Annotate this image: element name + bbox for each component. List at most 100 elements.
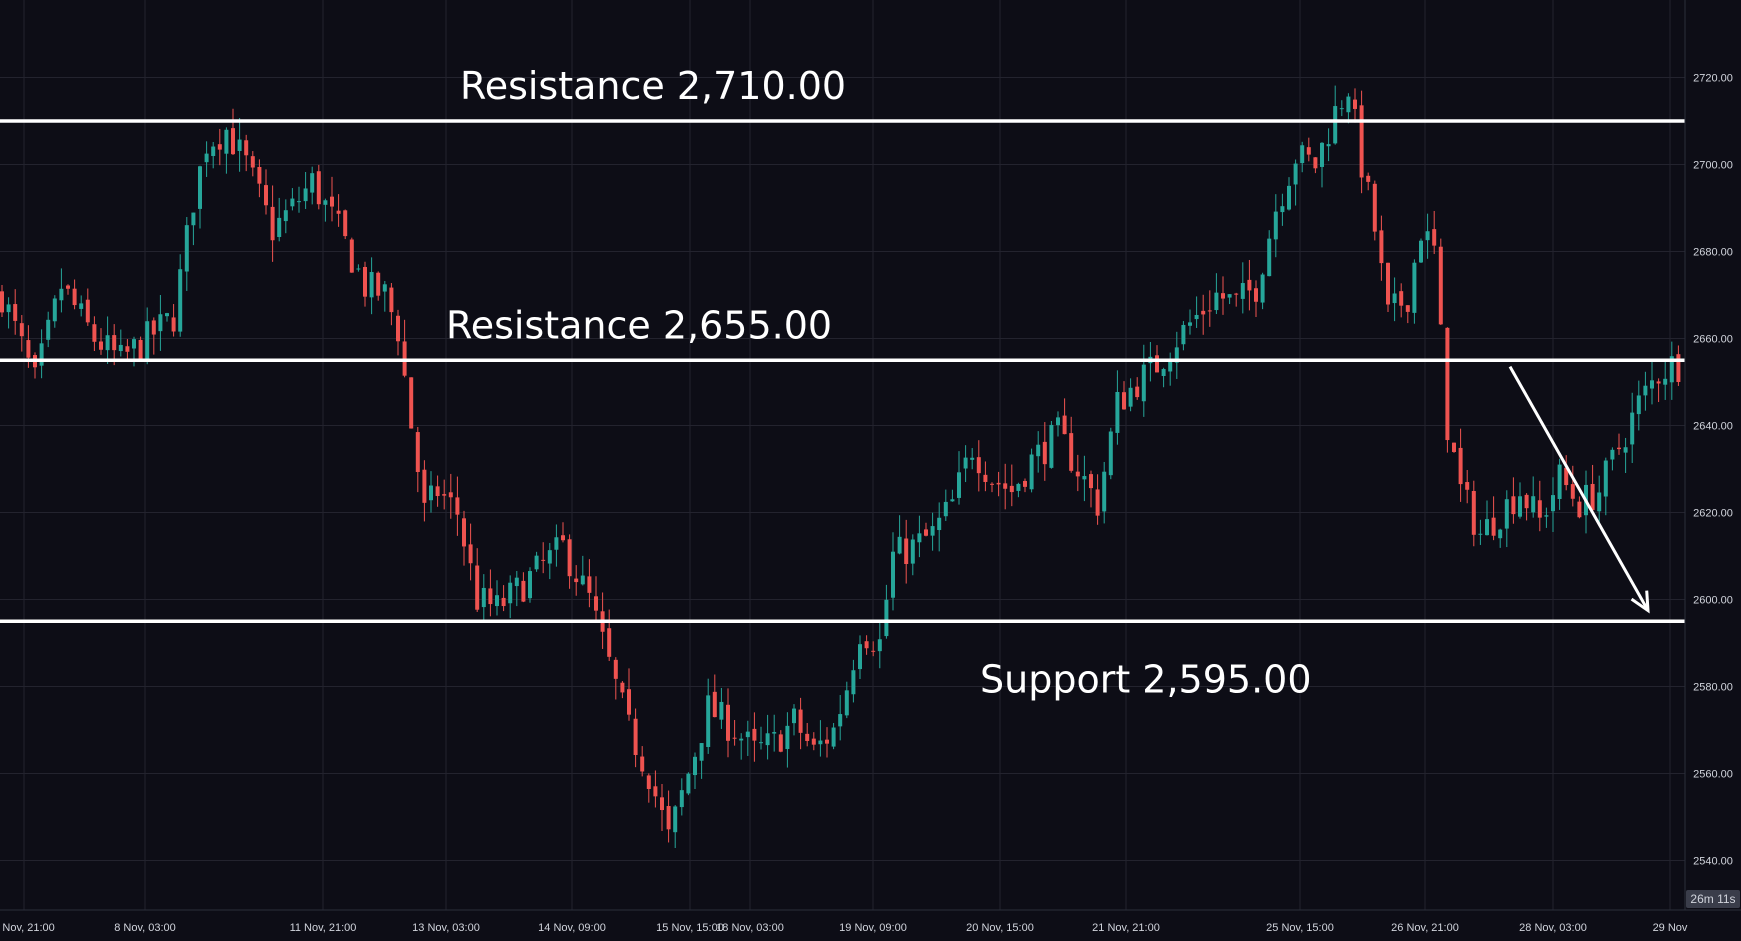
candle-body bbox=[409, 377, 414, 429]
candle-body bbox=[283, 210, 288, 222]
candle-body bbox=[1372, 183, 1377, 232]
candle-body bbox=[1326, 144, 1331, 147]
candle-body bbox=[158, 314, 163, 332]
candle-body bbox=[838, 714, 843, 727]
countdown-badge: 26m 11s bbox=[1686, 890, 1740, 908]
candle-body bbox=[184, 225, 189, 272]
candle-body bbox=[653, 786, 658, 797]
candle-body bbox=[613, 659, 618, 679]
candle-body bbox=[1293, 163, 1298, 185]
candle-body bbox=[396, 315, 400, 342]
candle-body bbox=[1617, 447, 1621, 450]
candle-body bbox=[1036, 444, 1041, 457]
candle-body bbox=[1260, 274, 1265, 303]
candle-body bbox=[1518, 496, 1522, 517]
time-axis[interactable]: 5 Nov, 21:00 8 Nov, 03:00 11 Nov, 21:00 13 … bbox=[0, 909, 1741, 941]
candle-body bbox=[481, 587, 486, 608]
candle-body bbox=[488, 588, 493, 605]
candle-body bbox=[580, 575, 585, 585]
time-tick-label: 8 Nov, 03:00 bbox=[114, 922, 176, 934]
candle-body bbox=[1465, 482, 1470, 490]
candle-body bbox=[1531, 496, 1536, 513]
candle-body bbox=[1650, 380, 1654, 389]
candle-body bbox=[1287, 185, 1291, 210]
candle-body bbox=[864, 641, 869, 649]
candle-body bbox=[666, 806, 671, 830]
time-tick-label: 29 Nov bbox=[1653, 922, 1688, 934]
candle-body bbox=[785, 725, 790, 750]
candle-body bbox=[501, 597, 506, 607]
candle-body bbox=[1155, 355, 1159, 373]
candle-body bbox=[1247, 279, 1252, 291]
candle-body bbox=[198, 166, 202, 209]
candle-body bbox=[1339, 108, 1344, 110]
candle-body bbox=[957, 472, 961, 498]
candle-body bbox=[521, 580, 526, 602]
arrow-head bbox=[1630, 590, 1650, 614]
candle-body bbox=[646, 775, 651, 789]
candle-body bbox=[897, 536, 902, 554]
candle-body bbox=[231, 128, 235, 155]
candle-body bbox=[13, 304, 18, 321]
candle-body bbox=[211, 146, 216, 157]
candle-body bbox=[772, 732, 777, 734]
candle-body bbox=[1643, 385, 1648, 396]
candle-body bbox=[1069, 433, 1074, 471]
candle-body bbox=[976, 457, 981, 474]
candle-body bbox=[1603, 460, 1608, 497]
candle-body bbox=[1135, 386, 1140, 398]
candle-body bbox=[1438, 246, 1443, 325]
candle-body bbox=[99, 341, 103, 350]
candle-body bbox=[1095, 489, 1100, 516]
candle-body bbox=[1207, 310, 1212, 312]
candle-body bbox=[1122, 392, 1126, 410]
candle-body bbox=[1003, 483, 1008, 489]
candle-body bbox=[1168, 360, 1173, 372]
candle-body bbox=[151, 320, 156, 335]
price-tick-label: 2580.00 bbox=[1693, 682, 1733, 694]
candle-body bbox=[858, 644, 862, 670]
candle-body bbox=[1504, 499, 1509, 529]
candle-body bbox=[1623, 447, 1628, 453]
price-tick-label: 2540.00 bbox=[1693, 856, 1733, 868]
candle-body bbox=[415, 432, 420, 473]
candle-body bbox=[310, 173, 315, 193]
candle-body bbox=[554, 537, 559, 550]
projection-arrow bbox=[1508, 365, 1650, 614]
candle-body bbox=[891, 551, 895, 598]
candle-body bbox=[1333, 106, 1338, 144]
candle-body bbox=[132, 339, 136, 349]
candle-body bbox=[1280, 206, 1285, 213]
candle-body bbox=[0, 291, 4, 313]
candle-body bbox=[435, 486, 440, 497]
candle-body bbox=[1240, 283, 1245, 299]
candle-body bbox=[1029, 454, 1034, 490]
candle-body bbox=[448, 492, 453, 498]
candle-body bbox=[316, 171, 321, 205]
candle-body bbox=[19, 323, 24, 337]
time-axis-bg bbox=[0, 910, 1741, 941]
time-tick-label: 5 Nov, 21:00 bbox=[0, 922, 55, 934]
candle-body bbox=[1663, 378, 1668, 385]
candle-body bbox=[1458, 447, 1463, 485]
candle-body bbox=[620, 682, 625, 693]
time-tick-label: 11 Nov, 21:00 bbox=[290, 922, 357, 934]
candle-body bbox=[1128, 387, 1133, 407]
candle-body bbox=[1174, 347, 1179, 363]
price-axis[interactable]: 2720.00 2700.00 2680.00 2660.00 2640.00 2620.… bbox=[1684, 0, 1741, 941]
candle-body bbox=[495, 595, 499, 607]
candle-body bbox=[567, 539, 572, 577]
candle-body bbox=[851, 670, 856, 695]
candle-body bbox=[323, 200, 328, 205]
candle-body bbox=[1181, 324, 1186, 345]
candle-body bbox=[105, 335, 110, 351]
candle-body bbox=[1405, 305, 1410, 312]
candle-body bbox=[1597, 492, 1602, 512]
candle-body bbox=[336, 210, 341, 214]
candle-body bbox=[1669, 356, 1674, 383]
candle-body bbox=[1656, 381, 1661, 384]
candle-body bbox=[297, 201, 301, 203]
candle-body bbox=[534, 555, 539, 570]
candle-body bbox=[950, 499, 955, 502]
candle-body bbox=[792, 708, 796, 724]
